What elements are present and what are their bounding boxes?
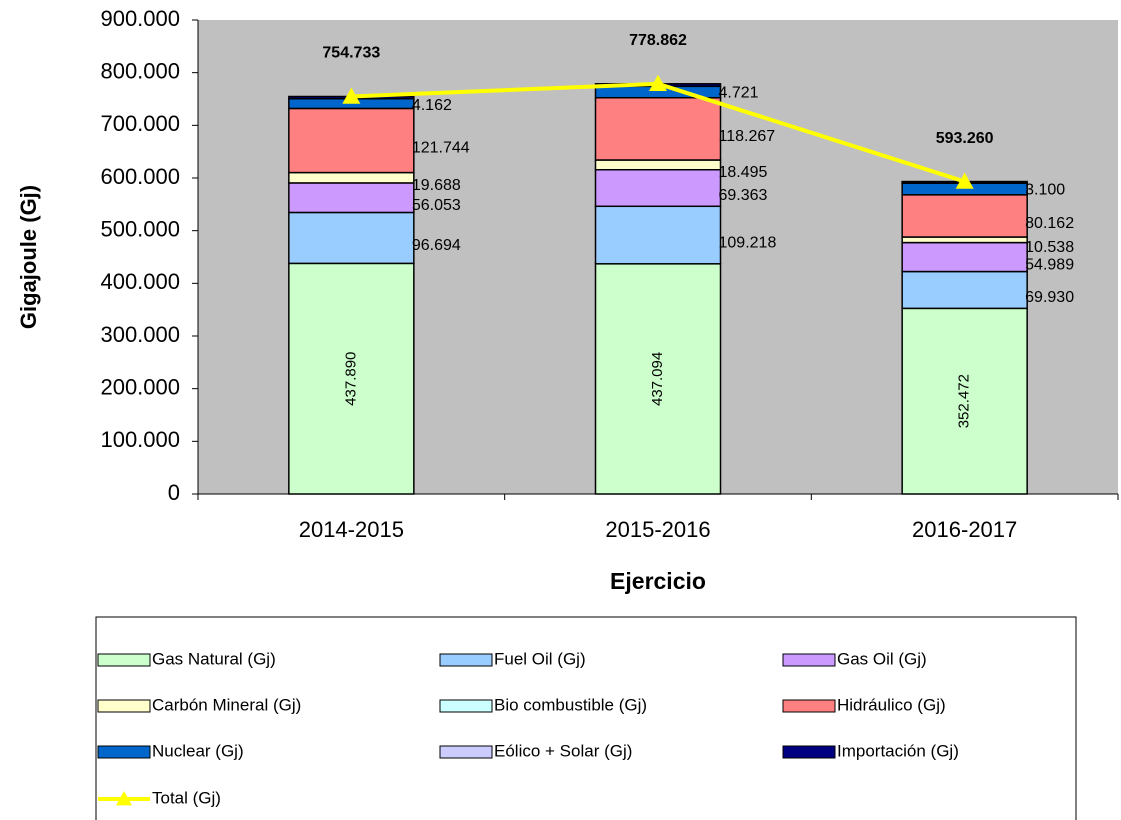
bar-segment xyxy=(594,168,722,208)
total-marker xyxy=(649,74,667,91)
legend xyxy=(95,616,1077,820)
y-tick-label: 400.000 xyxy=(100,269,180,294)
data-label: 118.267 xyxy=(719,128,776,145)
data-label: 121.744 xyxy=(412,140,470,157)
legend-swatch xyxy=(97,653,151,667)
data-label: 4.162 xyxy=(412,97,452,114)
x-tick-label: 2014-2015 xyxy=(299,517,404,542)
data-label: 56.053 xyxy=(412,197,461,214)
data-label: 19.688 xyxy=(412,177,461,194)
legend-label: Nuclear (Gj) xyxy=(152,741,244,760)
legend-label: Gas Oil (Gj) xyxy=(837,649,927,668)
legend-label: Carbón Mineral (Gj) xyxy=(152,695,301,714)
x-tick-label: 2015-2016 xyxy=(605,517,710,542)
bar-segment xyxy=(901,241,1028,273)
total-label: 754.733 xyxy=(322,45,380,62)
data-label: 437.094 xyxy=(649,352,666,406)
bar-segment xyxy=(288,107,415,174)
data-label: 109.218 xyxy=(719,234,777,251)
data-label: 4.721 xyxy=(719,84,759,101)
bar-segment xyxy=(594,96,722,161)
legend-label: Gas Natural (Gj) xyxy=(152,649,276,668)
legend-swatch xyxy=(439,745,493,759)
legend-swatch xyxy=(97,745,151,759)
legend-swatch xyxy=(782,745,836,759)
legend-marker xyxy=(116,791,132,806)
y-tick-label: 100.000 xyxy=(100,427,180,452)
legend-label: Importación (Gj) xyxy=(837,741,959,760)
x-axis-title: Ejercicio xyxy=(610,568,706,594)
y-tick-label: 300.000 xyxy=(100,322,180,347)
y-tick-label: 800.000 xyxy=(100,58,180,83)
bar-segment xyxy=(288,182,415,214)
legend-swatch xyxy=(97,699,151,713)
legend-label: Fuel Oil (Gj) xyxy=(494,649,586,668)
y-tick-label: 0 xyxy=(168,480,180,505)
y-tick-label: 200.000 xyxy=(100,374,180,399)
legend-label: Hidráulico (Gj) xyxy=(837,695,946,714)
data-label: 96.694 xyxy=(412,237,461,254)
legend-swatch xyxy=(782,699,836,713)
total-label: 593.260 xyxy=(936,130,994,147)
y-tick-label: 500.000 xyxy=(100,216,180,241)
bar-segment xyxy=(901,270,1028,310)
data-label: 54.989 xyxy=(1025,256,1074,273)
legend-label: Total (Gj) xyxy=(152,788,221,807)
bar-segment xyxy=(594,159,722,171)
data-label: 18.495 xyxy=(719,164,768,181)
bar-segment xyxy=(288,211,415,265)
y-tick-label: 600.000 xyxy=(100,164,180,189)
bar-segment xyxy=(901,236,1028,244)
total-marker xyxy=(342,87,361,104)
data-label: 80.162 xyxy=(1025,215,1074,232)
legend-swatch xyxy=(439,653,493,667)
total-marker xyxy=(955,172,974,189)
bar-segment xyxy=(901,194,1028,238)
total-label: 778.862 xyxy=(629,32,687,49)
data-label: 69.363 xyxy=(719,187,768,204)
data-label: 352.472 xyxy=(956,374,973,428)
legend-label: Bio combustible (Gj) xyxy=(494,695,647,714)
data-label: 69.930 xyxy=(1025,289,1074,306)
data-label: 437.890 xyxy=(342,352,359,406)
y-axis-title: Gigajoule (Gj) xyxy=(16,185,41,329)
bar-segment xyxy=(901,307,1028,495)
y-tick-label: 900.000 xyxy=(100,6,180,31)
bar-segment xyxy=(594,205,722,265)
y-tick-label: 700.000 xyxy=(100,111,180,136)
bar-segment xyxy=(288,171,415,184)
legend-swatch xyxy=(439,699,493,713)
legend-swatch xyxy=(782,653,836,667)
x-tick-label: 2016-2017 xyxy=(912,517,1017,542)
data-label: 10.538 xyxy=(1025,239,1074,256)
legend-label: Eólico + Solar (Gj) xyxy=(494,741,632,760)
data-label: 3.100 xyxy=(1025,182,1065,199)
